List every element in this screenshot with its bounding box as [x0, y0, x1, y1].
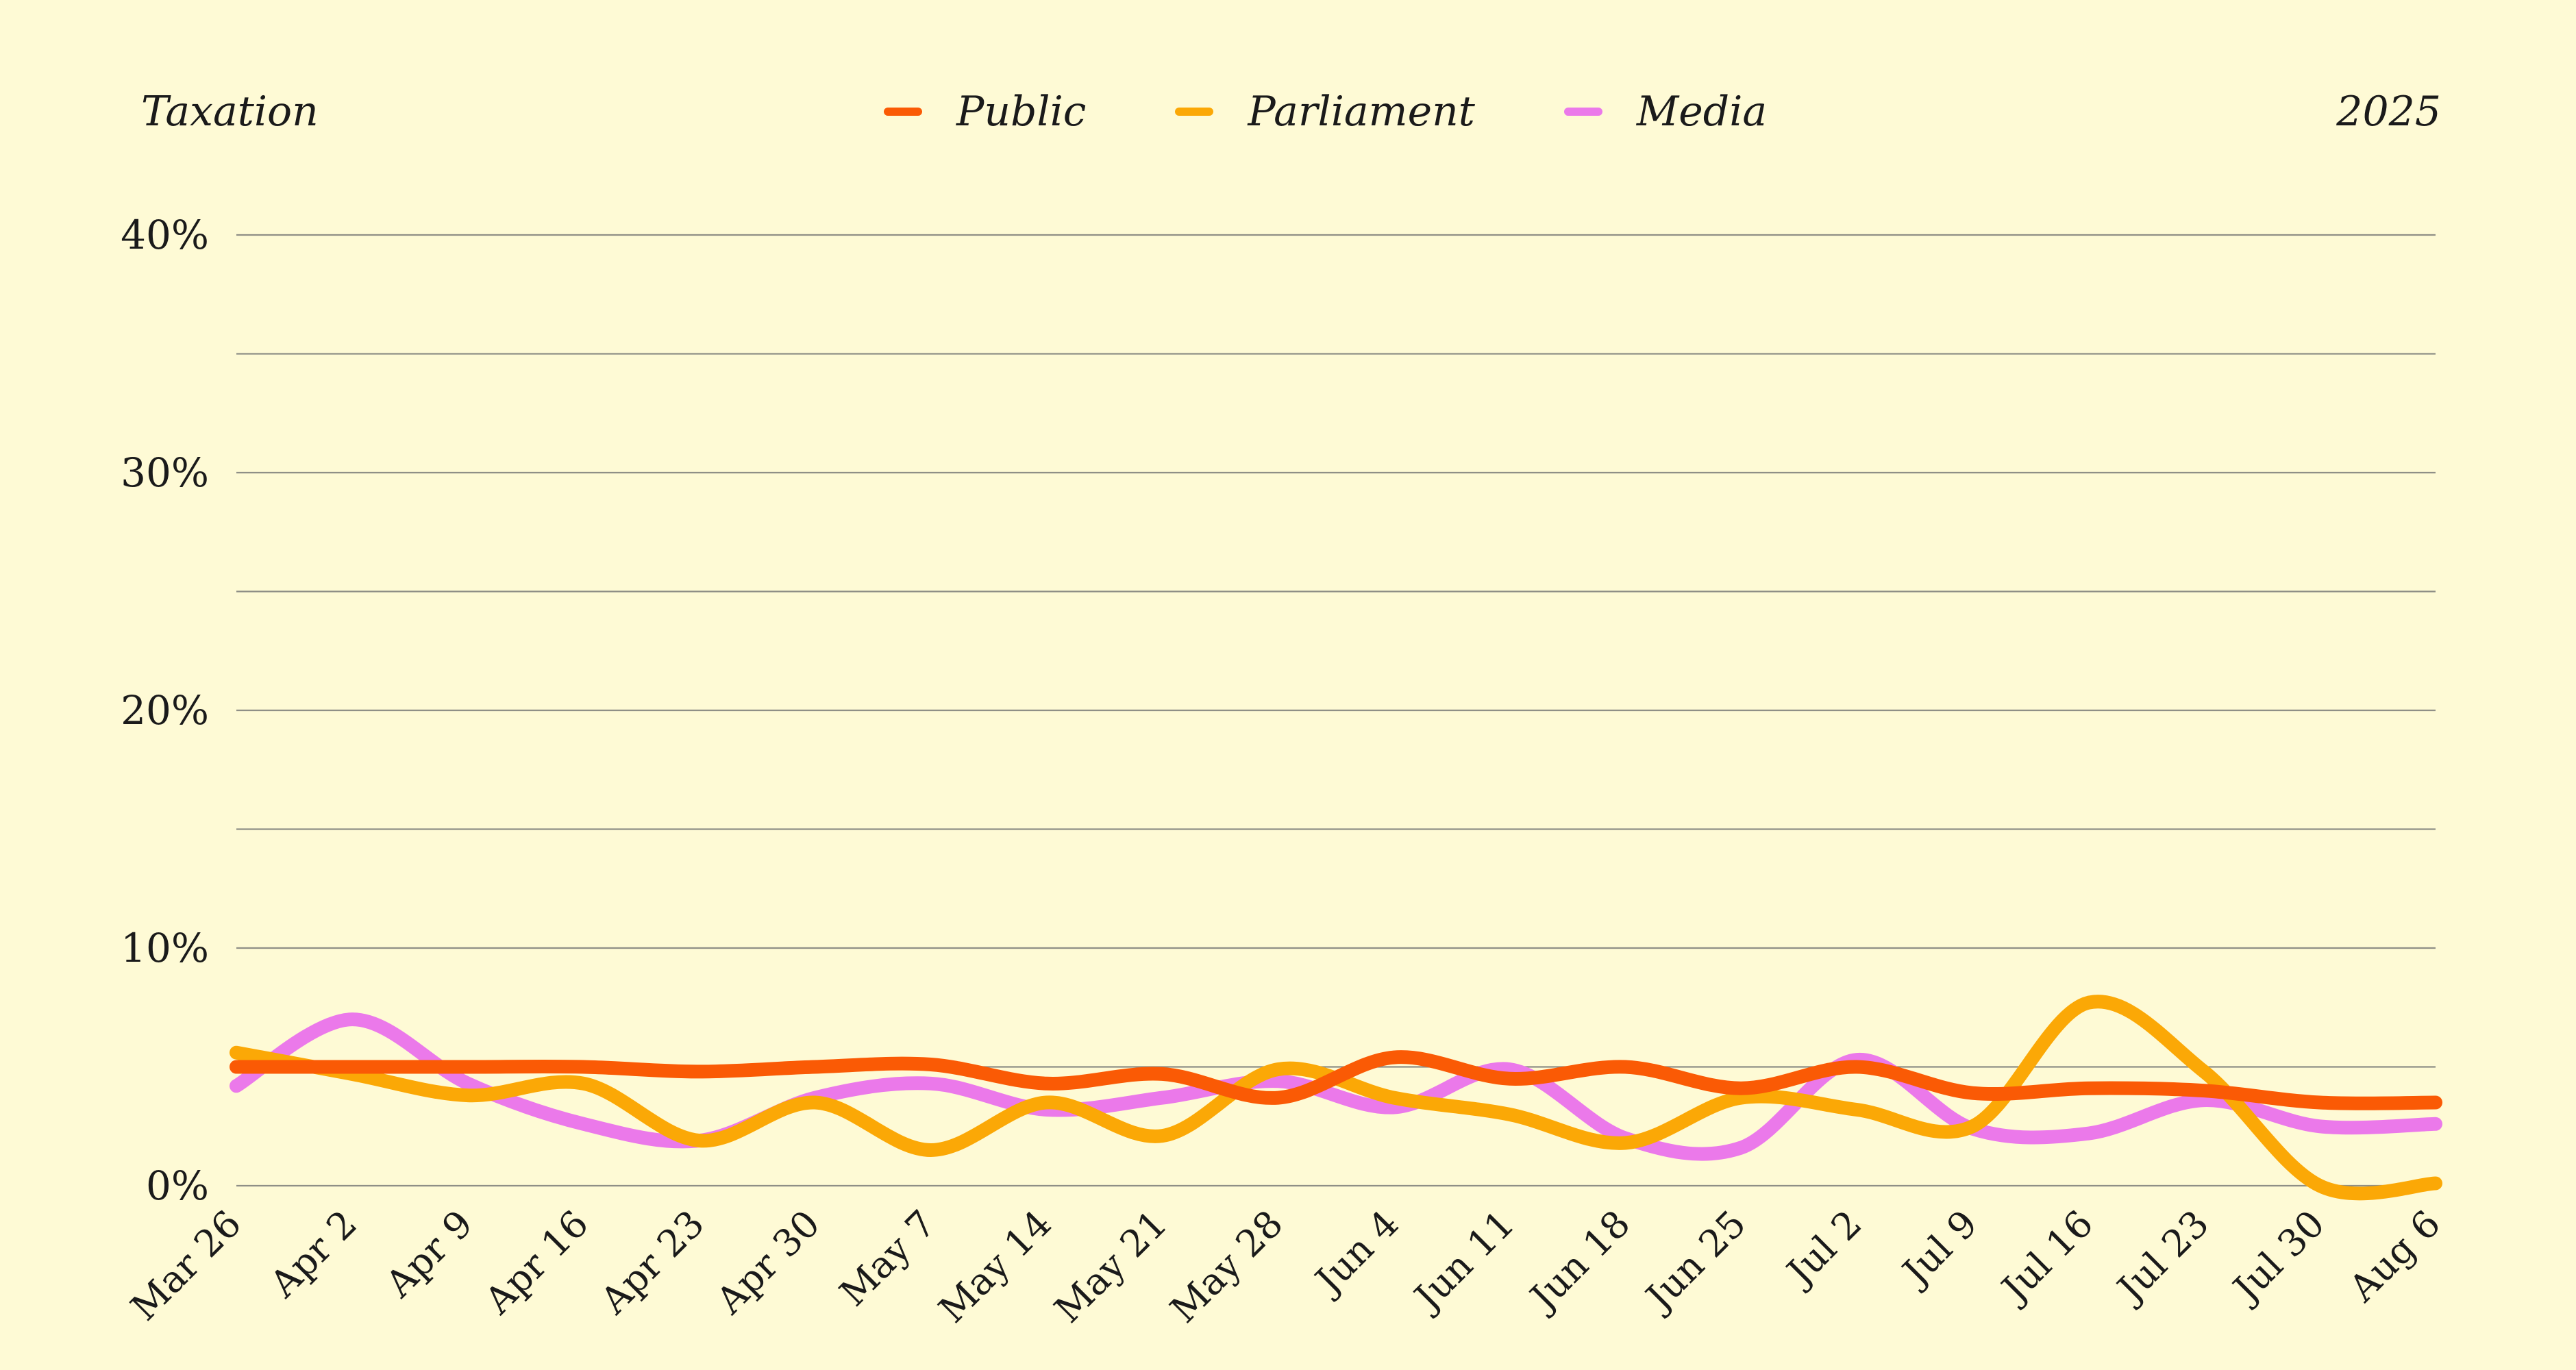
series-lines: [230, 995, 2442, 1201]
legend-item-media: Media: [1563, 88, 1768, 136]
x-tick-label: Apr 23: [592, 1202, 713, 1323]
x-tick-label: Jul 2: [1776, 1202, 1870, 1296]
x-tick-label: Jun 25: [1635, 1202, 1754, 1321]
chart-topic-title: Taxation: [141, 88, 319, 136]
legend-label-public: Public: [956, 88, 1087, 136]
y-tick-label: 20%: [121, 687, 209, 734]
x-tick-label: Jul 9: [1892, 1202, 1986, 1296]
legend: Public Parliament Media: [884, 88, 1856, 136]
x-tick-label: May 21: [1046, 1202, 1176, 1332]
grid-lines: [236, 234, 2436, 1187]
x-tick-label: Apr 16: [476, 1202, 597, 1323]
y-tick-label: 40%: [121, 212, 209, 258]
y-tick-label: 0%: [146, 1162, 209, 1209]
x-tick-label: Aug 6: [2340, 1202, 2449, 1310]
y-tick-label: 30%: [121, 449, 209, 496]
y-tick-label: 10%: [121, 925, 209, 971]
series-line-public: [230, 1050, 2442, 1110]
chart-year-label: 2025: [2336, 88, 2441, 136]
x-tick-label: Jul 23: [2107, 1202, 2217, 1312]
x-tick-label: Jun 4: [1305, 1202, 1407, 1304]
y-axis-ticks: 0% 10% 20% 30% 40%: [121, 212, 209, 1209]
legend-item-parliament: Parliament: [1175, 88, 1475, 136]
legend-label-parliament: Parliament: [1248, 88, 1475, 136]
x-tick-label: May 28: [1162, 1202, 1291, 1332]
x-tick-label: Apr 30: [708, 1202, 828, 1323]
x-tick-label: Apr 2: [261, 1202, 365, 1306]
x-tick-label: Apr 9: [377, 1202, 481, 1306]
legend-label-media: Media: [1636, 88, 1768, 136]
x-tick-label: Mar 26: [123, 1202, 249, 1329]
x-tick-label: Jul 16: [1991, 1202, 2101, 1312]
legend-swatch-public: [884, 108, 922, 116]
series-line-media: [230, 1012, 2442, 1161]
legend-swatch-media: [1563, 108, 1602, 116]
x-tick-label: Jun 18: [1520, 1202, 1638, 1321]
legend-swatch-parliament: [1175, 108, 1214, 116]
x-tick-label: Jun 11: [1404, 1202, 1522, 1321]
x-tick-label: May 14: [930, 1202, 1060, 1332]
x-tick-label: Jul 30: [2222, 1202, 2333, 1312]
x-tick-label: May 7: [831, 1202, 943, 1315]
legend-item-public: Public: [884, 88, 1086, 136]
